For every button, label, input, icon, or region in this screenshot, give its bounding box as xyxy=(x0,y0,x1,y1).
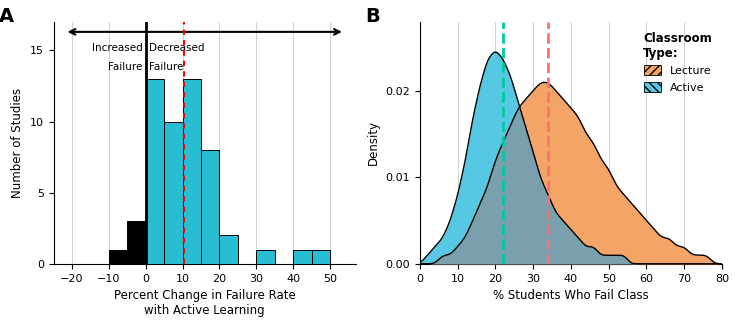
Bar xyxy=(109,249,127,264)
Bar xyxy=(127,221,146,264)
Text: Failure: Failure xyxy=(149,62,183,72)
Bar xyxy=(256,249,275,264)
Y-axis label: Density: Density xyxy=(367,120,380,166)
Text: Failure: Failure xyxy=(108,62,143,72)
Text: Decreased: Decreased xyxy=(149,43,204,53)
Text: Increased: Increased xyxy=(92,43,143,53)
Bar xyxy=(164,122,183,264)
Y-axis label: Number of Studies: Number of Studies xyxy=(11,88,24,198)
X-axis label: % Students Who Fail Class: % Students Who Fail Class xyxy=(493,289,649,302)
Bar xyxy=(311,249,330,264)
Legend: Lecture, Active: Lecture, Active xyxy=(639,28,716,97)
X-axis label: Percent Change in Failure Rate
with Active Learning: Percent Change in Failure Rate with Acti… xyxy=(114,289,296,317)
Text: A: A xyxy=(0,7,15,26)
Bar xyxy=(293,249,311,264)
Bar xyxy=(201,150,219,264)
Bar xyxy=(146,79,164,264)
Bar xyxy=(219,235,238,264)
Text: B: B xyxy=(366,7,381,26)
Bar xyxy=(183,79,201,264)
